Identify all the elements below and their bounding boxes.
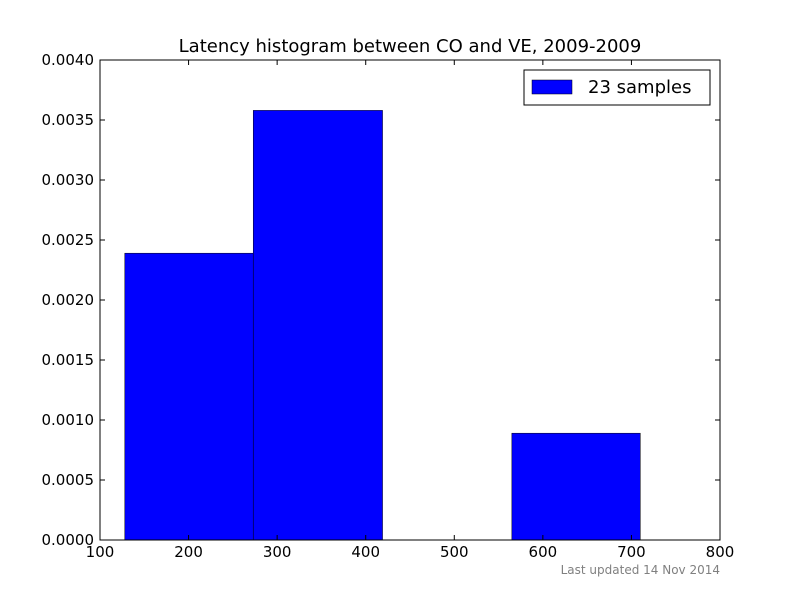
y-tick-label: 0.0005	[42, 471, 95, 489]
bars-group	[124, 110, 641, 541]
histogram-bar	[252, 110, 383, 541]
x-tick-label: 300	[263, 543, 292, 561]
x-tick-label: 700	[617, 543, 646, 561]
y-tick-label: 0.0030	[42, 171, 95, 189]
y-tick-label: 0.0015	[42, 351, 95, 369]
x-tick-label: 600	[529, 543, 558, 561]
legend-swatch	[531, 79, 573, 95]
legend: 23 samples	[523, 69, 711, 106]
x-tick-label: 400	[351, 543, 380, 561]
chart-title: Latency histogram between CO and VE, 200…	[179, 36, 642, 57]
y-tick-label: 0.0000	[42, 531, 95, 549]
x-axis: 100 200 300 400 500 600 700 800	[86, 60, 735, 561]
last-updated-note: Last updated 14 Nov 2014	[561, 563, 720, 577]
y-axis: 0.0000 0.0005 0.0010 0.0015 0.0020 0.0025 0.00…	[42, 51, 720, 549]
x-tick-label: 200	[174, 543, 203, 561]
histogram-bar	[511, 432, 641, 541]
x-tick-label: 100	[86, 543, 115, 561]
legend-label: 23 samples	[588, 77, 691, 98]
y-tick-label: 0.0040	[42, 51, 95, 69]
histogram-bar	[124, 252, 254, 541]
x-tick-label: 800	[706, 543, 735, 561]
y-tick-label: 0.0025	[42, 231, 95, 249]
y-tick-label: 0.0020	[42, 291, 95, 309]
x-tick-label: 500	[440, 543, 469, 561]
y-tick-label: 0.0010	[42, 411, 95, 429]
y-tick-label: 0.0035	[42, 111, 95, 129]
